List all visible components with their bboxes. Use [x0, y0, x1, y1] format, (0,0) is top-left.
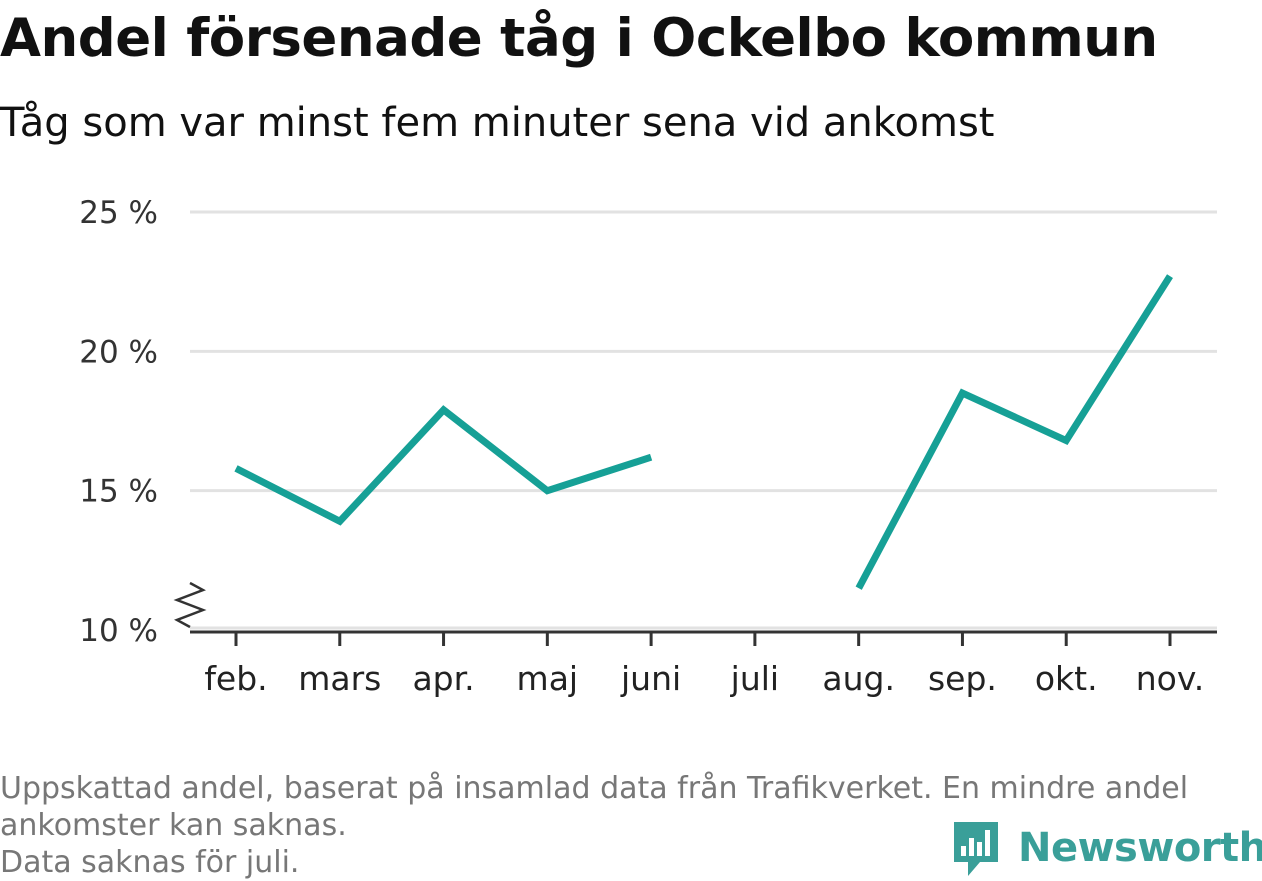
x-axis-ticks: feb. mars apr. maj juni juli aug. sep. okt. nov. — [204, 632, 1204, 698]
series-line — [234, 405, 653, 526]
x-axis — [173, 581, 1217, 634]
series-lines — [234, 274, 1173, 590]
x-tick-label: okt. — [1035, 659, 1098, 698]
footnote-line-2: ankomster kan saknas. — [0, 808, 347, 843]
footnote-line-3: Data saknas för juli. — [0, 845, 300, 880]
x-tick-label: aug. — [822, 659, 895, 698]
x-tick-label: juni — [620, 659, 681, 698]
newsworthy-logo-icon — [954, 822, 998, 876]
newsworthy-logo: Newsworthy — [952, 818, 1262, 878]
y-tick-label: 20 % — [79, 334, 158, 370]
x-tick-label: maj — [517, 659, 579, 698]
series-line — [855, 274, 1173, 590]
x-tick-label: nov. — [1136, 659, 1205, 698]
y-tick-label: 15 % — [79, 474, 158, 510]
axis-break-icon — [173, 581, 207, 629]
footnote: Uppskattad andel, baserat på insamlad da… — [0, 770, 1250, 881]
x-tick-label: juli — [730, 659, 779, 698]
chart-title: Andel försenade tåg i Ockelbo kommun — [0, 8, 1158, 69]
y-tick-label: 10 % — [79, 613, 158, 649]
gridlines — [190, 210, 1217, 630]
footnote-line-1: Uppskattad andel, baserat på insamlad da… — [0, 771, 1189, 806]
chart-subtitle: Tåg som var minst fem minuter sena vid a… — [0, 100, 995, 146]
x-tick-label: feb. — [204, 659, 267, 698]
x-tick-label: apr. — [412, 659, 474, 698]
newsworthy-logo-text: Newsworthy — [1018, 825, 1262, 871]
x-tick-label: sep. — [928, 659, 997, 698]
y-tick-label: 25 % — [79, 195, 158, 231]
line-chart: 10 % 15 % 20 % 25 % feb. mars apr. maj juni juli… — [79, 195, 1217, 698]
x-tick-label: mars — [298, 659, 381, 698]
y-axis-ticks: 10 % 15 % 20 % 25 % — [79, 195, 158, 649]
